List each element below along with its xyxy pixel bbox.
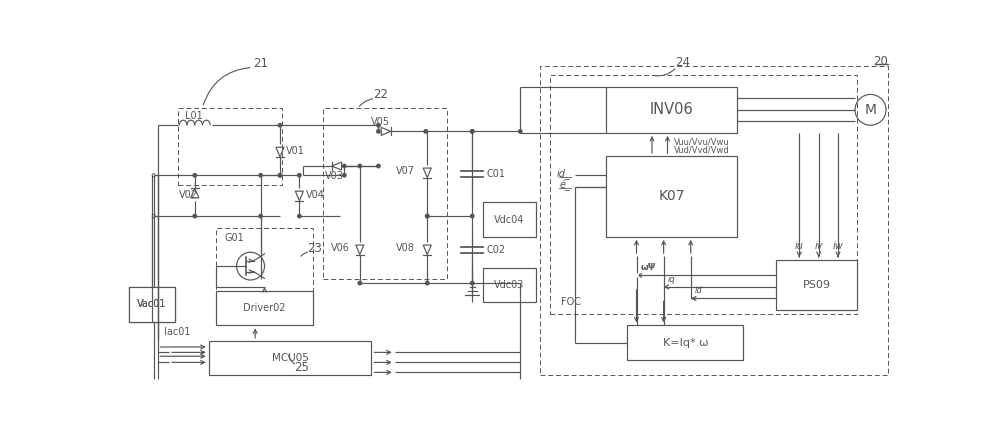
Bar: [540, 66, 888, 375]
Circle shape: [358, 164, 362, 168]
Circle shape: [377, 130, 380, 133]
Text: Vac01: Vac01: [137, 299, 167, 309]
Text: iu: iu: [795, 241, 804, 251]
Text: 22: 22: [373, 88, 388, 101]
Text: K07: K07: [658, 190, 685, 204]
Circle shape: [377, 124, 380, 127]
Text: id_: id_: [557, 168, 571, 179]
Text: PS09: PS09: [803, 280, 831, 290]
Text: 23: 23: [307, 242, 322, 255]
Circle shape: [259, 174, 262, 177]
Text: L01: L01: [185, 111, 203, 121]
Bar: [483, 202, 536, 237]
Circle shape: [193, 174, 196, 177]
Text: K=Iq* ω: K=Iq* ω: [663, 338, 708, 348]
Text: é_: é_: [560, 180, 571, 191]
Circle shape: [358, 281, 362, 285]
Bar: [606, 156, 737, 237]
Text: FOC: FOC: [561, 297, 581, 307]
Circle shape: [259, 214, 262, 218]
Text: M: M: [865, 103, 877, 117]
Text: V02: V02: [179, 190, 198, 200]
Text: V05: V05: [371, 117, 390, 127]
Text: G01: G01: [224, 233, 244, 243]
Text: INV06: INV06: [650, 102, 693, 117]
Circle shape: [193, 214, 196, 218]
Circle shape: [470, 130, 474, 133]
Text: Vac01: Vac01: [137, 299, 167, 309]
Bar: [178, 108, 282, 184]
Circle shape: [424, 130, 427, 133]
Text: V04: V04: [306, 190, 324, 200]
Text: Vuu/Vvu/Vwu: Vuu/Vvu/Vwu: [674, 138, 729, 147]
Text: 21: 21: [253, 57, 268, 70]
Text: Vud/Vvd/Vwd: Vud/Vvd/Vwd: [674, 145, 729, 155]
Text: iq: iq: [668, 275, 675, 284]
Circle shape: [278, 174, 282, 177]
Bar: [627, 326, 743, 360]
Circle shape: [470, 281, 474, 285]
Text: C01: C01: [486, 169, 505, 179]
Bar: [323, 108, 447, 279]
Text: id: id: [695, 286, 702, 295]
Text: MCU05: MCU05: [272, 353, 309, 363]
Bar: [216, 228, 313, 312]
Circle shape: [152, 214, 155, 217]
Bar: [606, 87, 737, 133]
Text: iv: iv: [814, 241, 823, 251]
Circle shape: [519, 130, 522, 133]
Circle shape: [298, 214, 301, 218]
Circle shape: [377, 164, 380, 168]
Circle shape: [426, 214, 429, 218]
Bar: [483, 268, 536, 302]
Text: ωΨ: ωΨ: [640, 263, 656, 272]
Bar: [216, 291, 313, 326]
Bar: [129, 287, 175, 322]
Text: Driver02: Driver02: [243, 303, 286, 313]
Circle shape: [278, 124, 282, 127]
Circle shape: [278, 174, 282, 177]
Text: 25: 25: [294, 361, 309, 374]
Bar: [776, 260, 857, 310]
Text: 20: 20: [873, 55, 888, 68]
Bar: [550, 75, 857, 314]
Circle shape: [635, 273, 638, 277]
Text: iw: iw: [833, 241, 843, 251]
Circle shape: [470, 214, 474, 218]
Circle shape: [426, 281, 429, 285]
Circle shape: [152, 174, 155, 177]
Text: Vdc04: Vdc04: [494, 214, 525, 224]
Text: V06: V06: [331, 243, 350, 253]
Text: Vdc03: Vdc03: [494, 280, 525, 290]
Text: C02: C02: [486, 245, 505, 255]
Circle shape: [426, 214, 429, 218]
Text: 24: 24: [676, 56, 690, 69]
Circle shape: [343, 164, 346, 168]
Text: Iac01: Iac01: [164, 327, 190, 337]
Text: V08: V08: [396, 243, 415, 253]
Text: V01: V01: [286, 146, 305, 156]
Circle shape: [470, 130, 474, 133]
Text: V07: V07: [396, 166, 415, 177]
Bar: [129, 287, 175, 322]
Bar: [209, 341, 371, 375]
Text: V03: V03: [325, 171, 344, 181]
Circle shape: [343, 174, 346, 177]
Circle shape: [298, 174, 301, 177]
